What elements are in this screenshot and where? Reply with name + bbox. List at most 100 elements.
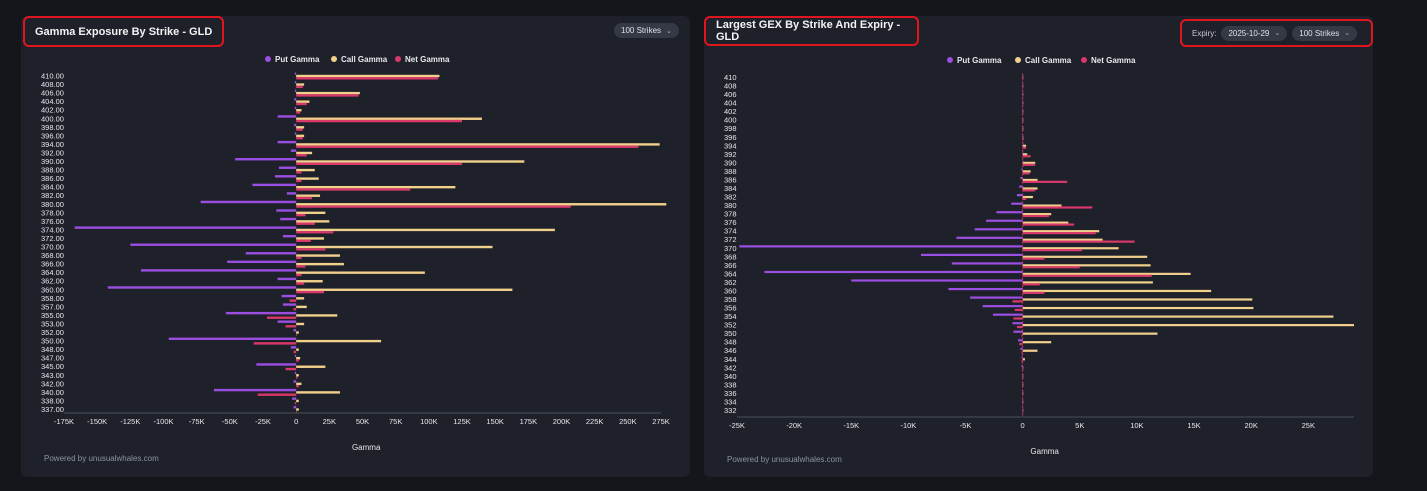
left-bar xyxy=(296,382,302,386)
left-bar xyxy=(296,256,302,260)
left-bar xyxy=(200,200,297,204)
right-bar xyxy=(1016,194,1023,197)
right-y-tick-label: 390 xyxy=(724,158,737,167)
chevron-down-icon: ⌄ xyxy=(1344,30,1351,37)
left-bar xyxy=(296,273,302,277)
left-x-tick-label: -100K xyxy=(153,417,173,426)
left-bar xyxy=(274,175,297,178)
left-y-tick-label: 400.00 xyxy=(41,114,64,123)
left-y-tick-label: 343.00 xyxy=(41,371,64,380)
right-chart-title: Largest GEX By Strike And Expiry - GLD xyxy=(716,19,901,43)
right-y-tick-label: 394 xyxy=(724,141,737,150)
left-x-tick-label: 0 xyxy=(294,417,298,426)
right-bar xyxy=(1014,308,1023,312)
left-y-tick-label: 353.00 xyxy=(41,319,64,328)
left-bar xyxy=(282,234,297,238)
right-bar xyxy=(1022,136,1024,139)
right-bar xyxy=(1022,315,1334,318)
right-bar xyxy=(1022,204,1062,207)
right-bar xyxy=(1021,334,1023,337)
right-legend-item: Call Gamma xyxy=(1015,56,1072,65)
left-y-tick-label: 376.00 xyxy=(41,217,64,226)
right-bar xyxy=(1019,342,1023,346)
right-bar xyxy=(1022,272,1191,275)
right-x-tick-label: 25K xyxy=(1302,421,1315,430)
expiry-value: 2025-10-29 xyxy=(1228,28,1270,38)
left-bar xyxy=(294,371,297,375)
left-y-tick-label: 370.00 xyxy=(41,243,64,252)
left-x-tick-label: 25K xyxy=(323,417,336,426)
left-y-tick-label: 408.00 xyxy=(41,80,64,89)
right-bar xyxy=(1022,366,1024,369)
right-y-tick-label: 342 xyxy=(724,363,737,372)
left-bar xyxy=(296,374,299,377)
left-bar xyxy=(286,192,297,195)
left-bar xyxy=(282,303,297,306)
left-strikes-select[interactable]: 100 Strikes ⌄ xyxy=(614,23,679,38)
right-legend-label: Call Gamma xyxy=(1025,56,1072,65)
left-bar xyxy=(296,145,639,148)
left-bar xyxy=(296,391,340,394)
right-legend-swatch xyxy=(1081,57,1087,63)
left-bar xyxy=(296,211,326,215)
right-bar xyxy=(1022,375,1024,378)
expiry-select[interactable]: 2025-10-29 ⌄ xyxy=(1221,25,1288,41)
left-bar xyxy=(140,269,297,272)
left-bar xyxy=(296,239,311,242)
right-x-tick-label: -5K xyxy=(960,421,972,430)
right-bar xyxy=(1022,223,1075,226)
right-legend-item: Net Gamma xyxy=(1081,56,1136,65)
right-bar xyxy=(1022,138,1024,141)
left-x-tick-label: -75K xyxy=(189,417,205,426)
left-bar xyxy=(168,337,297,340)
right-bar xyxy=(1022,249,1083,252)
left-x-tick-label: -50K xyxy=(222,417,238,426)
left-y-tick-label: 398.00 xyxy=(41,123,64,132)
right-bar xyxy=(1022,119,1024,122)
left-bar xyxy=(296,74,440,78)
left-bar xyxy=(296,248,326,251)
left-bar xyxy=(296,265,306,268)
right-bar xyxy=(1022,155,1031,158)
right-y-tick-label: 358 xyxy=(724,295,737,304)
left-legend-label: Put Gamma xyxy=(275,55,320,64)
right-y-tick-label: 364 xyxy=(724,269,737,278)
left-y-tick-label: 348.00 xyxy=(41,345,64,354)
left-bar xyxy=(296,154,307,157)
left-bar xyxy=(257,393,297,396)
right-footer: Powered by unusualwhales.com xyxy=(727,455,842,464)
right-bar xyxy=(1022,144,1027,147)
left-bar xyxy=(296,331,299,334)
right-x-tick-label: -20K xyxy=(786,421,802,430)
right-bar xyxy=(992,313,1023,316)
chevron-down-icon: ⌄ xyxy=(1274,30,1281,37)
right-bar xyxy=(1022,390,1024,393)
right-bar xyxy=(1020,347,1023,350)
left-gex-chart: Put Gamma Call Gamma Net Gamma -175K -150K -1… xyxy=(41,55,670,452)
right-bar xyxy=(974,228,1023,231)
right-bar xyxy=(1022,231,1096,235)
right-bar xyxy=(1021,168,1023,171)
left-legend-swatch xyxy=(265,56,271,62)
right-x-tick-label: 10K xyxy=(1130,421,1143,430)
left-x-tick-label: 150K xyxy=(486,417,504,426)
right-y-tick-label: 360 xyxy=(724,286,737,295)
left-bar xyxy=(107,286,297,289)
left-y-tick-label: 396.00 xyxy=(41,131,64,140)
left-bar xyxy=(235,158,297,161)
right-y-tick-label: 334 xyxy=(724,397,737,406)
left-bar xyxy=(296,280,323,283)
left-x-tick-label: 125K xyxy=(453,417,471,426)
right-y-tick-label: 344 xyxy=(724,355,737,364)
left-bar xyxy=(296,171,302,174)
right-x-tick-label: 15K xyxy=(1187,421,1200,430)
left-bar xyxy=(290,149,297,152)
left-bar xyxy=(293,406,297,409)
right-strikes-select[interactable]: 100 Strikes ⌄ xyxy=(1292,25,1358,41)
left-bar xyxy=(296,168,315,172)
right-bar xyxy=(1022,189,1036,192)
left-bar xyxy=(296,109,302,112)
left-bar xyxy=(296,228,555,232)
left-bar xyxy=(296,85,303,89)
right-bar xyxy=(1021,356,1023,359)
